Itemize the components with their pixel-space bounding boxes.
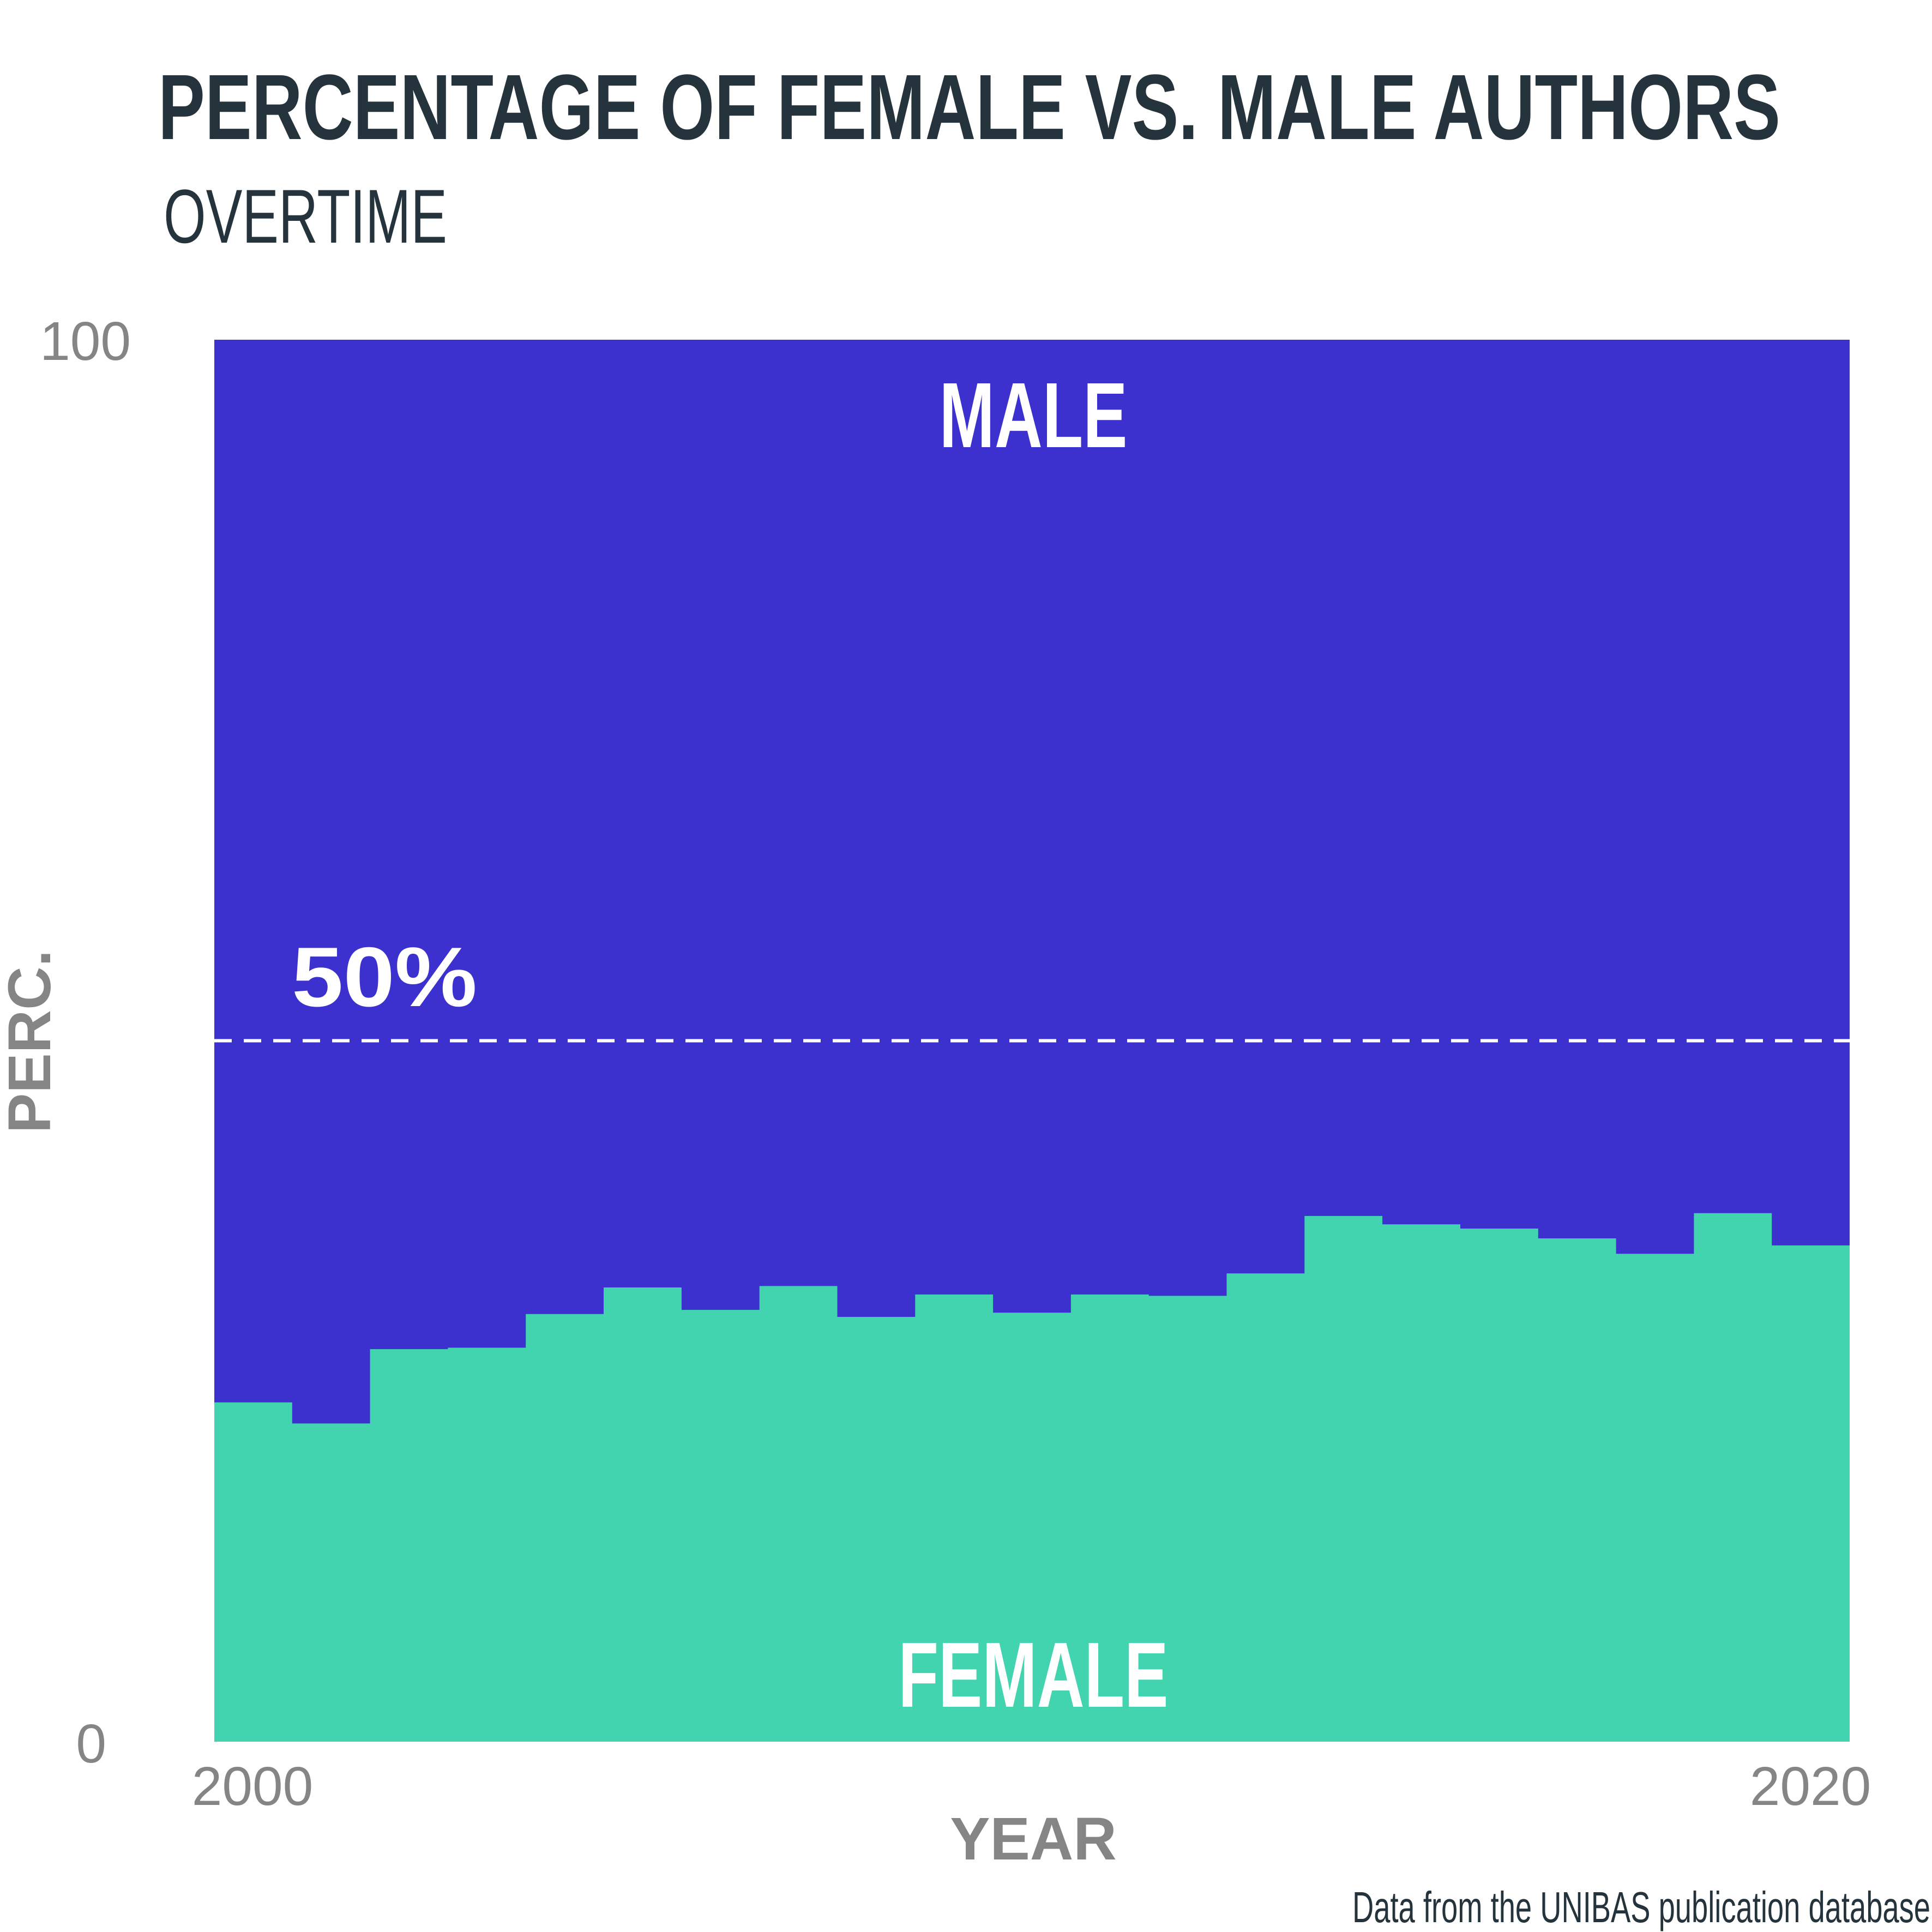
y-tick-label-min: 0 bbox=[76, 1713, 106, 1774]
y-tick-label-max: 100 bbox=[40, 311, 131, 372]
chart-title: PERCENTAGE OF FEMALE VS. MALE AUTHORS bbox=[158, 56, 1780, 159]
x-tick-label-start: 2000 bbox=[192, 1756, 313, 1817]
reference-label: 50% bbox=[292, 930, 477, 1024]
female-area bbox=[214, 1213, 1850, 1742]
x-axis-label: YEAR bbox=[950, 1805, 1117, 1873]
x-tick-label-end: 2020 bbox=[1750, 1756, 1871, 1817]
chart-subtitle: OVERTIME bbox=[164, 173, 447, 259]
y-axis-label: PERC. bbox=[0, 950, 63, 1133]
series-label-female: FEMALE bbox=[899, 1623, 1169, 1727]
source-note: Data from the UNIBAS publication databas… bbox=[1352, 1883, 1930, 1931]
series-label-male: MALE bbox=[940, 364, 1128, 467]
